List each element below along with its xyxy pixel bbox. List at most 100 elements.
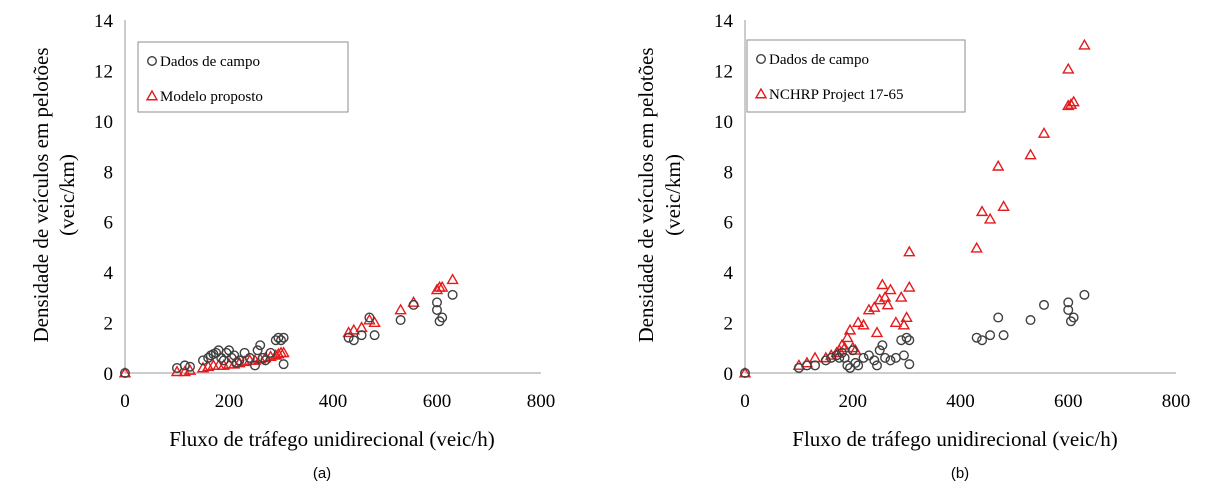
data-point-triangle: [889, 316, 903, 328]
legend: Dados de campo NCHRP Project 17-65: [746, 39, 966, 113]
panel-label: (a): [313, 465, 331, 482]
data-point-circle: [1068, 312, 1079, 323]
data-point-triangle: [1037, 127, 1051, 138]
y-axis-title-line-1: Densidade de veículos em pelotões: [29, 47, 53, 342]
data-point-circle: [249, 360, 260, 371]
legend-box: [137, 41, 349, 113]
data-point-triangle: [970, 241, 983, 253]
data-point-circle: [369, 330, 380, 341]
data-point-circle: [871, 360, 882, 371]
data-point-circle: [231, 357, 242, 368]
data-point-circle: [179, 360, 190, 371]
legend-label: Modelo proposto: [160, 89, 263, 105]
data-point-circle: [847, 345, 858, 356]
data-point-circle: [408, 299, 419, 310]
y-tick-label: 4: [724, 263, 734, 284]
data-point-circle: [1025, 315, 1036, 326]
data-point-circle: [904, 335, 915, 346]
legend-marker: [146, 56, 157, 67]
data-point-circle: [877, 340, 888, 351]
data-point-circle: [447, 289, 458, 300]
tick-labels: 0 2 4 6 8 10 12 14 0 200 400 600 800: [94, 11, 555, 412]
x-tick-label: 200: [215, 391, 244, 412]
data-point-circle: [850, 357, 861, 368]
data-point-triangle: [394, 303, 407, 315]
y-tick-label: 6: [724, 213, 734, 234]
data-point-triangle: [997, 200, 1010, 212]
data-point-triangle: [897, 318, 911, 330]
y-axis-title: Densidade de veículos em pelotões (veic/…: [29, 47, 79, 342]
x-tick-label: 600: [423, 391, 452, 412]
data-point-circle: [971, 332, 982, 343]
data-point-circle: [885, 355, 896, 366]
data-point-circle: [356, 330, 367, 341]
data-point-circle: [432, 304, 443, 315]
data-point-circle: [395, 315, 406, 326]
data-point-triangle: [983, 212, 997, 224]
data-point-triangle: [975, 205, 989, 217]
data-point-triangle: [363, 313, 376, 325]
data-point-circle: [863, 350, 874, 361]
legend-box: [746, 39, 966, 113]
data-point-triangle: [430, 283, 444, 295]
y-tick-label: 12: [94, 61, 113, 82]
data-point-triangle: [862, 303, 876, 315]
data-point-triangle: [876, 278, 889, 290]
data-point-triangle: [342, 326, 355, 338]
data-point-circle: [234, 355, 245, 366]
data-point-circle: [278, 332, 289, 343]
data-point-triangle: [843, 323, 857, 335]
x-axis-title: Fluxo de tráfego unidirecional (veic/h): [792, 427, 1117, 451]
tick-labels: 0 2 4 6 8 10 12 14 0 200 400 600 800: [714, 11, 1190, 412]
data-point-circle: [1039, 299, 1050, 310]
x-axis-title: Fluxo de tráfego unidirecional (veic/h): [169, 427, 494, 451]
data-point-circle: [1079, 289, 1090, 300]
data-point-triangle: [808, 351, 822, 363]
data-point-circle: [977, 335, 988, 346]
panel-label: (b): [951, 465, 969, 482]
y-tick-label: 0: [104, 364, 114, 385]
data-point-circle: [869, 355, 880, 366]
data-point-circle: [901, 332, 912, 343]
data-point-circle: [801, 360, 812, 371]
data-point-circle: [210, 347, 221, 358]
y-tick-label: 2: [104, 314, 114, 335]
data-point-triangle: [1064, 98, 1078, 109]
y-tick-label: 14: [94, 11, 114, 32]
data-point-circle: [836, 347, 847, 358]
data-point-triangle: [1062, 62, 1075, 74]
x-tick-label: 200: [839, 391, 868, 412]
y-axis-title: Densidade de veículos em pelotões (veic/…: [634, 47, 685, 342]
data-point-triangle: [1067, 95, 1080, 107]
data-point-triangle: [269, 348, 283, 360]
data-point-triangle: [435, 280, 449, 292]
data-point-triangle: [851, 316, 865, 328]
data-point-circle: [890, 352, 901, 363]
data-point-circle: [197, 355, 208, 366]
data-point-circle: [985, 330, 996, 341]
legend-label: NCHRP Project 17-65: [769, 87, 903, 103]
data-point-triangle: [446, 273, 459, 285]
x-tick-label: 0: [120, 391, 130, 412]
legend-label: Dados de campo: [769, 52, 869, 68]
y-tick-label: 8: [724, 162, 734, 183]
chart-panel-b: Densidade de veículos em pelotões (veic/…: [634, 11, 1190, 482]
data-point-triangle: [873, 293, 886, 305]
data-point-triangle: [903, 280, 916, 292]
data-point-triangle: [870, 326, 884, 338]
data-point-circle: [257, 352, 268, 363]
data-point-triangle: [347, 323, 361, 335]
data-point-circle: [793, 362, 804, 373]
data-point-triangle: [857, 318, 870, 330]
data-point-circle: [119, 368, 130, 379]
data-point-triangle: [838, 341, 851, 353]
data-point-circle: [437, 312, 448, 323]
y-axis-title-line-2: (veic/km): [55, 154, 79, 236]
y-tick-label: 4: [104, 263, 114, 284]
data-point-triangle: [884, 283, 897, 295]
data-point-circle: [834, 352, 845, 363]
data-point-circle: [810, 360, 821, 371]
data-point-circle: [858, 352, 869, 363]
data-points: [738, 38, 1091, 379]
